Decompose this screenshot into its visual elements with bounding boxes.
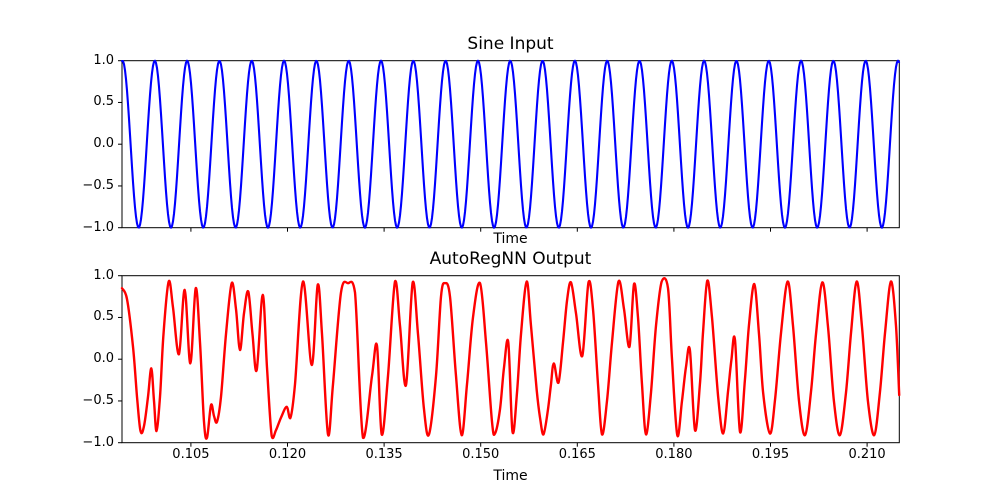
y-tick-label: 0.0 xyxy=(93,351,114,367)
axes-sine-input xyxy=(118,59,901,232)
title-autoregnn-output: AutoRegNN Output xyxy=(429,249,592,269)
y-tick-label: 1.0 xyxy=(93,52,114,68)
axes-autoregnn-output xyxy=(118,275,901,447)
x-tick-label: 0.210 xyxy=(848,447,886,462)
y-tick-label: 1.0 xyxy=(93,267,114,283)
sine-input-line xyxy=(120,59,901,229)
x-tick-label: 0.135 xyxy=(365,447,403,462)
x-tick-label: 0.105 xyxy=(172,447,210,462)
y-tick-label: 0.5 xyxy=(93,309,114,325)
y-tick-label: −1.0 xyxy=(82,219,114,235)
x-tick-label: 0.150 xyxy=(462,447,500,462)
x-tick-label: 0.180 xyxy=(655,447,693,462)
axes-spines xyxy=(121,60,900,229)
y-tick-label: −1.0 xyxy=(82,434,114,450)
title-sine-input: Sine Input xyxy=(467,34,554,54)
xlabel-time-bottom: Time xyxy=(493,468,528,484)
y-tick-label: −0.5 xyxy=(82,392,114,408)
x-tick-label: 0.165 xyxy=(558,447,596,462)
xlabel-time-top: Time xyxy=(493,231,528,247)
y-tick-label: 0.0 xyxy=(93,136,114,152)
autoregnn-output-line xyxy=(120,276,901,440)
x-tick-label: 0.120 xyxy=(268,447,307,462)
y-tick-label: −0.5 xyxy=(82,177,114,193)
y-tick-label: 0.5 xyxy=(93,94,114,110)
x-tick-label: 0.195 xyxy=(751,447,790,462)
